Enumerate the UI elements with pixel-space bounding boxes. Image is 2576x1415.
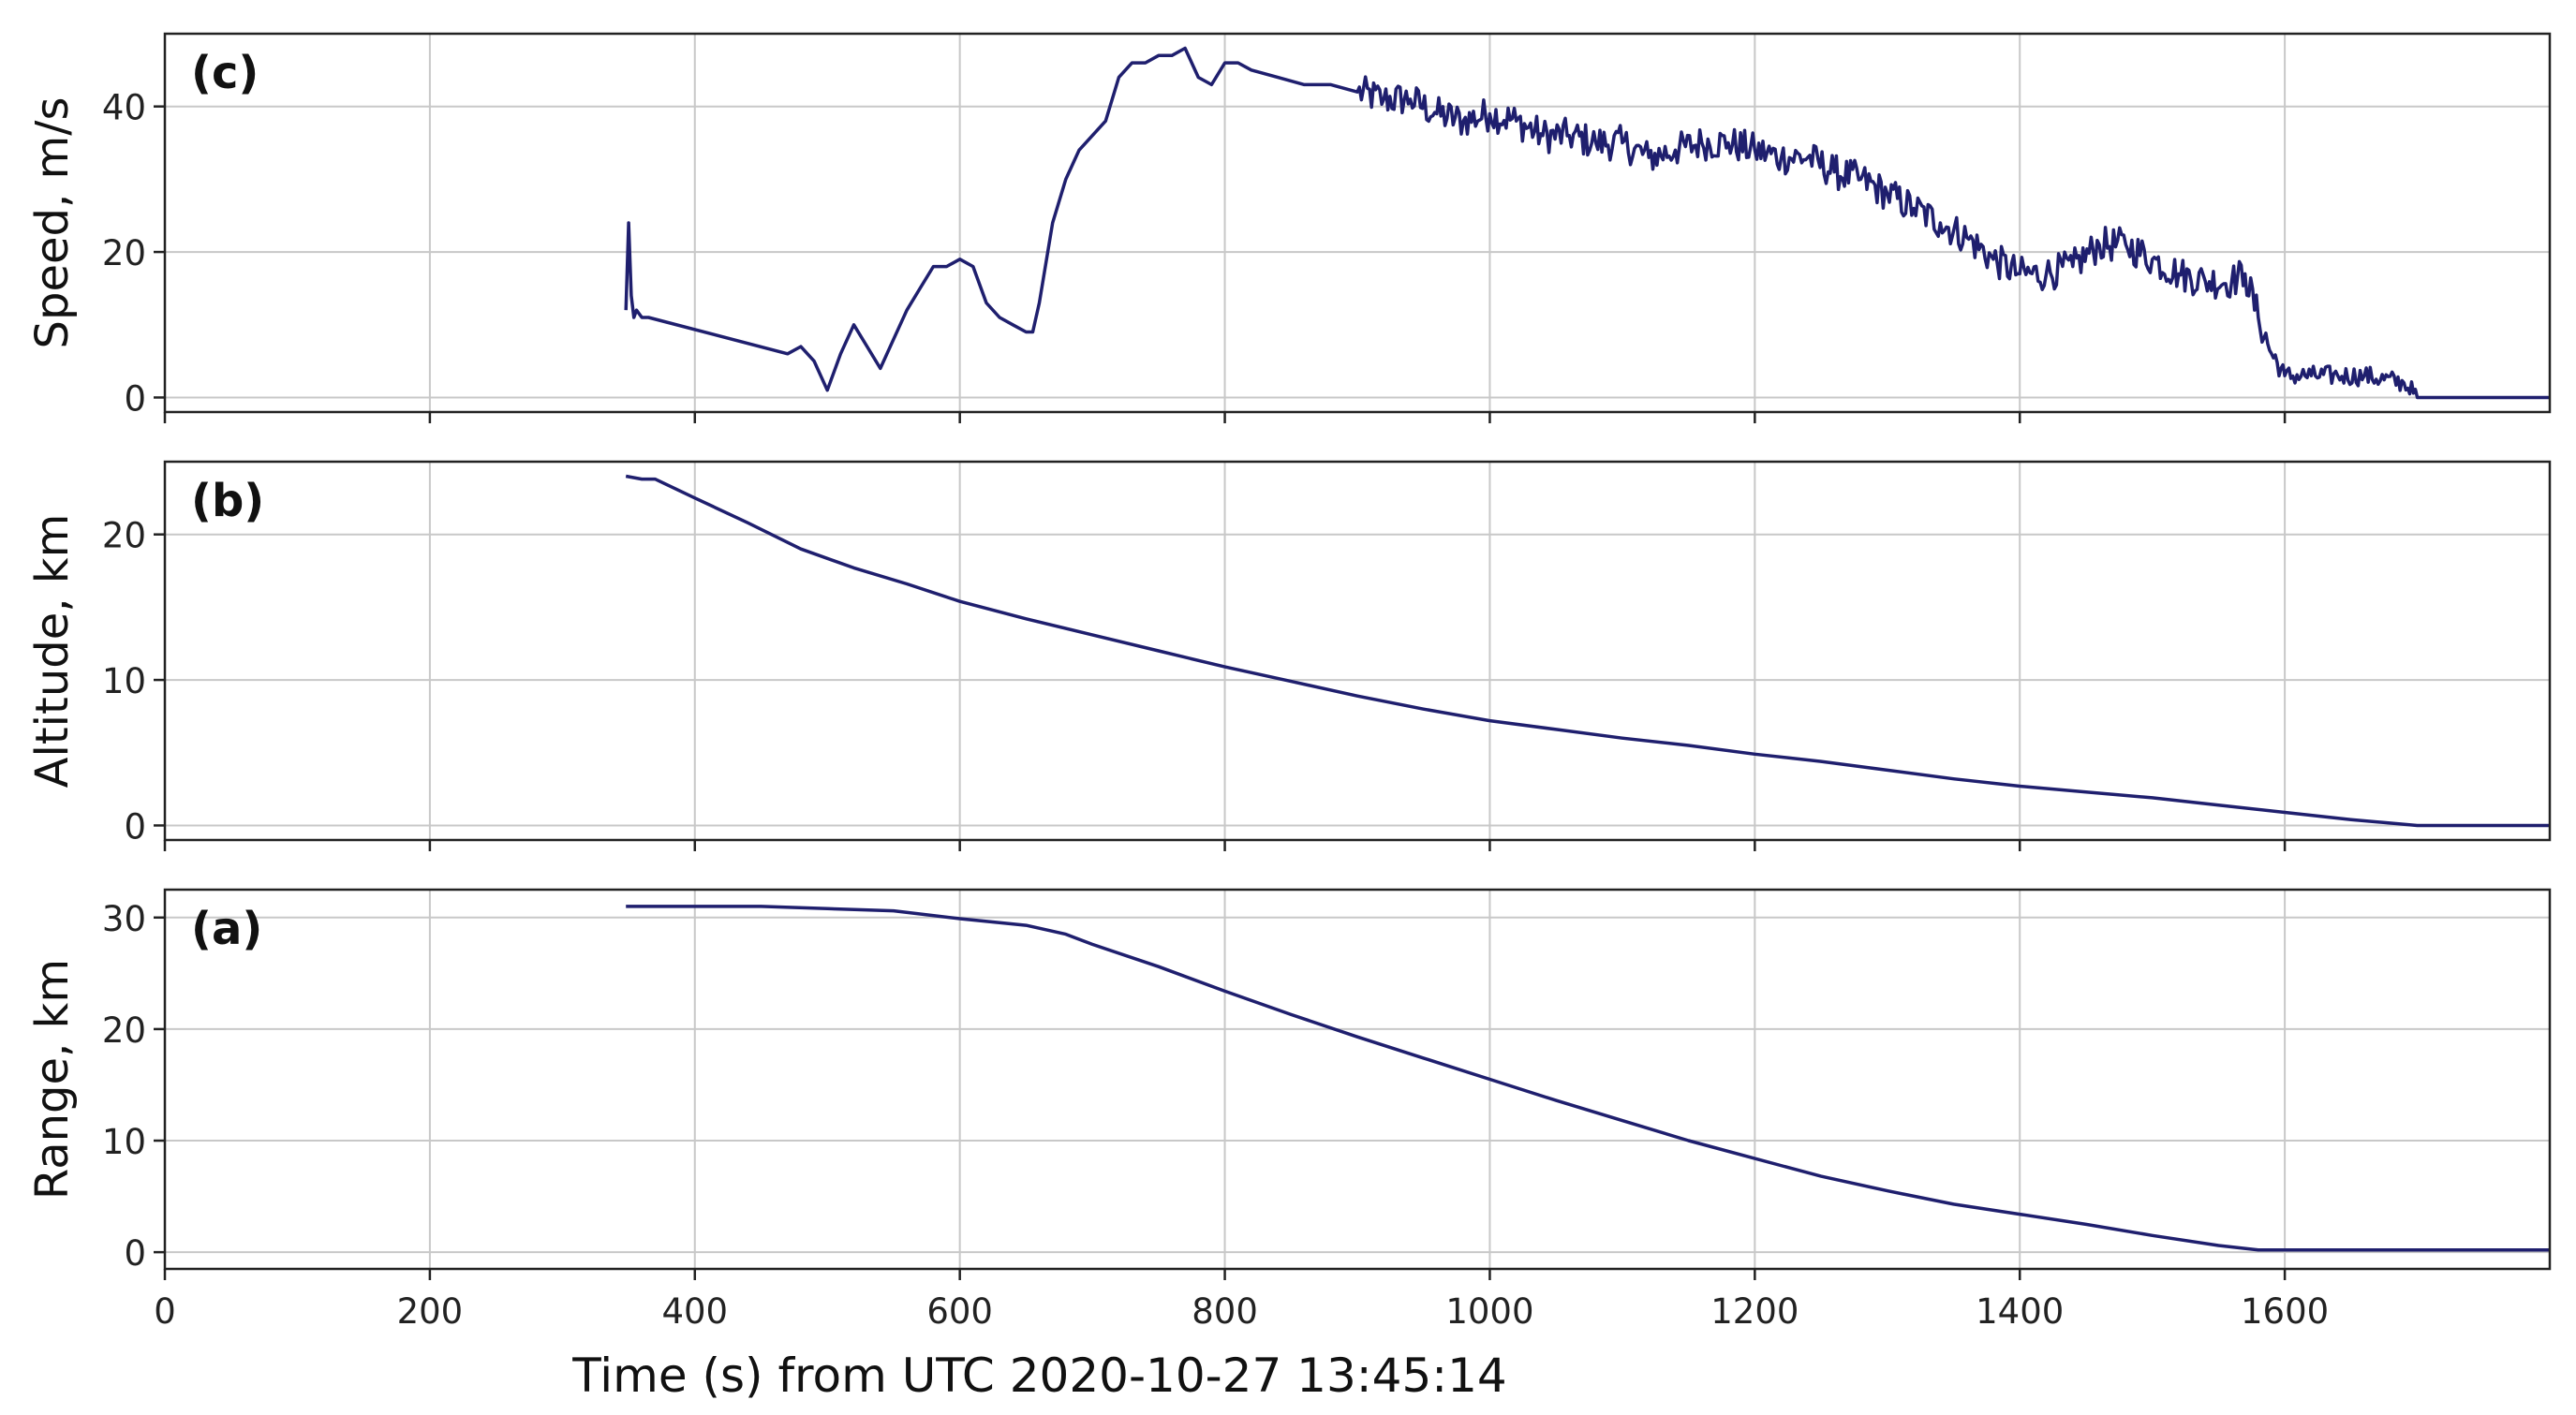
y-axis-label: Altitude, km — [26, 514, 79, 789]
panel-label: (b) — [191, 475, 264, 527]
series-line — [626, 905, 2550, 1252]
x-axis-label: Time (s) from UTC 2020-10-27 13:45:14 — [571, 1349, 1507, 1403]
y-tick-label: 0 — [124, 806, 146, 847]
x-tick-label: 600 — [926, 1291, 993, 1332]
y-tick-label: 20 — [102, 516, 146, 556]
x-tick-label: 1600 — [2241, 1291, 2329, 1332]
x-tick-label: 1200 — [1710, 1291, 1799, 1332]
y-tick-label: 30 — [102, 899, 146, 939]
plot-frame — [163, 32, 2552, 414]
panel-label: (c) — [191, 47, 259, 99]
y-tick-label: 10 — [102, 1122, 146, 1162]
x-tick-label: 1000 — [1445, 1291, 1533, 1332]
x-tick-label: 400 — [661, 1291, 728, 1332]
panel-label: (a) — [191, 903, 262, 955]
panels: 0 20 40 (c) Speed, m/s 0 10 20 (b) Altitude, km 0 1… — [26, 32, 2552, 1332]
series-line — [625, 474, 2550, 828]
x-tick-label: 800 — [1192, 1291, 1258, 1332]
series-line — [624, 46, 2550, 400]
y-tick-label: 20 — [102, 233, 146, 273]
x-tick-label: 0 — [154, 1291, 176, 1332]
y-tick-label: 0 — [124, 1233, 146, 1274]
y-tick-label: 40 — [102, 88, 146, 128]
plot-frame — [163, 460, 2552, 842]
x-tick-label: 1400 — [1976, 1291, 2064, 1332]
y-axis-label: Range, km — [26, 959, 79, 1200]
y-tick-label: 20 — [102, 1010, 146, 1051]
plot-frame — [163, 888, 2552, 1271]
y-tick-label: 0 — [124, 378, 146, 419]
y-axis-label: Speed, m/s — [26, 97, 79, 349]
y-tick-label: 10 — [102, 661, 146, 701]
x-tick-label: 200 — [397, 1291, 464, 1332]
